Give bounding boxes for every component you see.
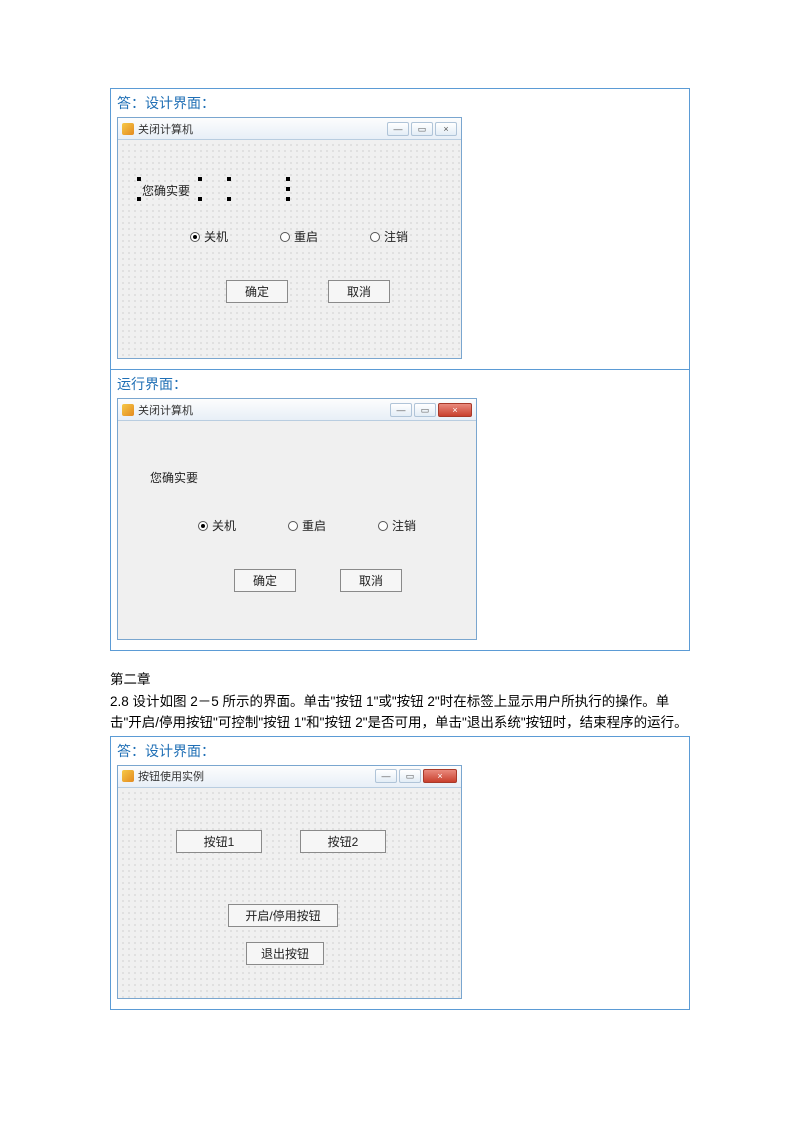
radio-dot-icon bbox=[198, 521, 208, 531]
titlebar-design: 关闭计算机 — ▭ × bbox=[118, 118, 461, 140]
radio-shutdown[interactable]: 关机 bbox=[198, 517, 236, 534]
toggle-button[interactable]: 开启/停用按钮 bbox=[228, 904, 338, 927]
exercise-text: 2.8 设计如图 2－5 所示的界面。单击"按钮 1"或"按钮 2"时在标签上显… bbox=[110, 691, 690, 734]
radio-dot-icon bbox=[190, 232, 200, 242]
radio-restart[interactable]: 重启 bbox=[280, 228, 318, 245]
radio-group: 关机 重启 注销 bbox=[198, 517, 416, 534]
window-runtime: 关闭计算机 — ▭ × 您确实要 关机 重启 注销 确定 bbox=[117, 398, 477, 640]
ok-button[interactable]: 确定 bbox=[234, 569, 296, 592]
radio-dot-icon bbox=[378, 521, 388, 531]
radio-shutdown[interactable]: 关机 bbox=[190, 228, 228, 245]
window-title: 关闭计算机 bbox=[138, 121, 193, 137]
radio-dot-icon bbox=[280, 232, 290, 242]
cell-design-2: 答：设计界面： 按钮使用实例 — ▭ × 按钮1 按钮2 开启/停用按钮 bbox=[111, 736, 690, 1009]
exit-button[interactable]: 退出按钮 bbox=[246, 942, 324, 965]
maximize-button[interactable]: ▭ bbox=[411, 122, 433, 136]
app-icon bbox=[122, 404, 134, 416]
radio-logout[interactable]: 注销 bbox=[378, 517, 416, 534]
button-2[interactable]: 按钮2 bbox=[300, 830, 386, 853]
close-button[interactable]: × bbox=[423, 769, 457, 783]
radio-logout[interactable]: 注销 bbox=[370, 228, 408, 245]
cancel-button[interactable]: 取消 bbox=[328, 280, 390, 303]
titlebar-runtime: 关闭计算机 — ▭ × bbox=[118, 399, 476, 421]
window-design: 关闭计算机 — ▭ × 您确实要 bbox=[117, 117, 462, 359]
chapter2-text: 第二章 2.8 设计如图 2－5 所示的界面。单击"按钮 1"或"按钮 2"时在… bbox=[110, 669, 690, 734]
close-button[interactable]: × bbox=[435, 122, 457, 136]
app-icon bbox=[122, 123, 134, 135]
form-runtime-surface: 您确实要 关机 重启 注销 确定 取消 bbox=[118, 421, 476, 639]
label-design-2: 答：设计界面： bbox=[117, 743, 215, 759]
window-title: 关闭计算机 bbox=[138, 402, 193, 418]
cancel-button[interactable]: 取消 bbox=[340, 569, 402, 592]
window-button-demo: 按钮使用实例 — ▭ × 按钮1 按钮2 开启/停用按钮 退出按钮 bbox=[117, 765, 462, 999]
app-icon bbox=[122, 770, 134, 782]
chapter-heading: 第二章 bbox=[110, 669, 690, 691]
form-design-surface-2: 按钮1 按钮2 开启/停用按钮 退出按钮 bbox=[118, 788, 461, 998]
cell-runtime: 运行界面： 关闭计算机 — ▭ × 您确实要 关机 bbox=[111, 370, 690, 651]
button-1[interactable]: 按钮1 bbox=[176, 830, 262, 853]
minimize-button[interactable]: — bbox=[375, 769, 397, 783]
window-title: 按钮使用实例 bbox=[138, 768, 204, 784]
maximize-button[interactable]: ▭ bbox=[399, 769, 421, 783]
radio-group: 关机 重启 注销 bbox=[190, 228, 408, 245]
ok-button[interactable]: 确定 bbox=[226, 280, 288, 303]
close-button[interactable]: × bbox=[438, 403, 472, 417]
prompt-label: 您确实要 bbox=[142, 182, 190, 199]
label-runtime: 运行界面： bbox=[117, 376, 187, 392]
table-section-2: 答：设计界面： 按钮使用实例 — ▭ × 按钮1 按钮2 开启/停用按钮 bbox=[110, 736, 690, 1010]
minimize-button[interactable]: — bbox=[387, 122, 409, 136]
window-buttons: — ▭ × bbox=[387, 122, 457, 136]
window-buttons: — ▭ × bbox=[375, 769, 457, 783]
prompt-label: 您确实要 bbox=[150, 469, 198, 486]
window-buttons: — ▭ × bbox=[390, 403, 472, 417]
table-section-1: 答：设计界面： 关闭计算机 — ▭ × 您确实要 bbox=[110, 88, 690, 651]
cell-design: 答：设计界面： 关闭计算机 — ▭ × 您确实要 bbox=[111, 89, 690, 370]
label-design: 答：设计界面： bbox=[117, 95, 215, 111]
maximize-button[interactable]: ▭ bbox=[414, 403, 436, 417]
radio-restart[interactable]: 重启 bbox=[288, 517, 326, 534]
radio-dot-icon bbox=[370, 232, 380, 242]
minimize-button[interactable]: — bbox=[390, 403, 412, 417]
form-design-surface: 您确实要 关机 重启 注销 bbox=[118, 140, 461, 358]
titlebar-demo: 按钮使用实例 — ▭ × bbox=[118, 766, 461, 788]
radio-dot-icon bbox=[288, 521, 298, 531]
